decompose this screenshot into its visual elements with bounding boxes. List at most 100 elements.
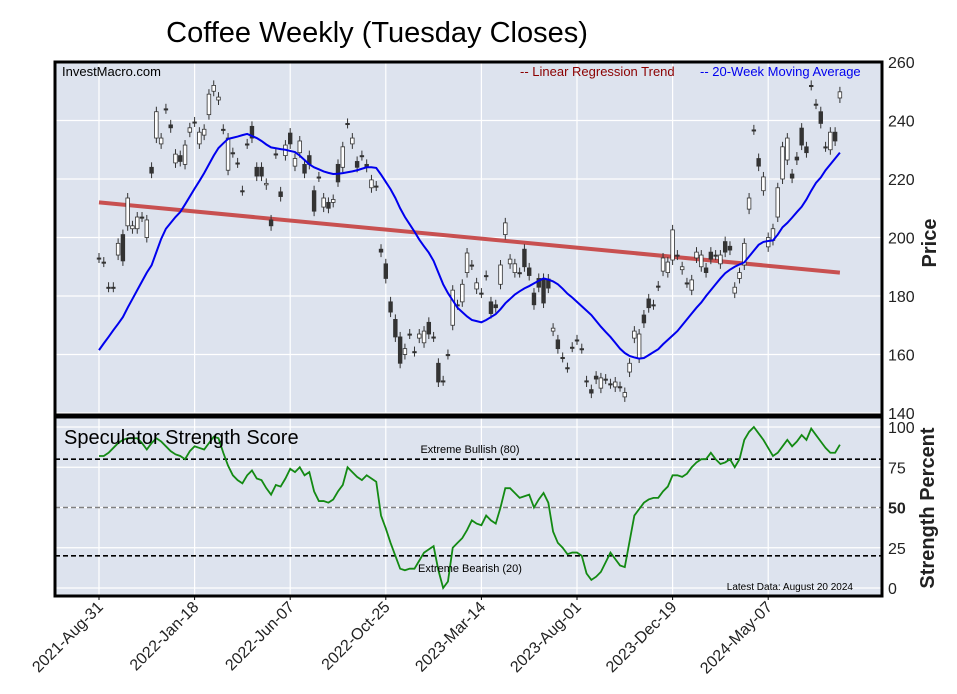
candle-body bbox=[818, 111, 823, 124]
strength-panel-frame bbox=[53, 415, 884, 598]
candle-body bbox=[746, 197, 752, 210]
candle-body bbox=[660, 257, 666, 272]
candle-body bbox=[278, 191, 283, 197]
candle-body bbox=[627, 362, 632, 373]
candle-body bbox=[206, 93, 212, 116]
candle-body bbox=[287, 132, 293, 145]
candle-body bbox=[483, 275, 489, 278]
candle-body bbox=[340, 146, 345, 168]
candle-body bbox=[354, 161, 360, 168]
strength-reference-lines bbox=[55, 458, 882, 557]
regression-trend-line bbox=[98, 200, 841, 275]
candle-body bbox=[670, 229, 675, 261]
candle-body bbox=[617, 386, 623, 389]
strength-line bbox=[99, 425, 841, 591]
strength-axis-ticks: 0 25 50 75 100 bbox=[888, 420, 915, 598]
strength-tick-label: 25 bbox=[888, 541, 906, 558]
candle-body bbox=[550, 327, 556, 332]
candle-body bbox=[756, 158, 761, 167]
candle-body bbox=[507, 258, 513, 265]
candle-body bbox=[718, 254, 723, 265]
extreme-bearish-label: Extreme Bearish (20) bbox=[418, 563, 522, 575]
chart-title: Coffee Weekly (Tuesday Closes) bbox=[166, 17, 588, 49]
price-tick-label: 160 bbox=[888, 348, 915, 365]
candle-body bbox=[785, 137, 790, 161]
candle-body bbox=[775, 187, 780, 218]
candle-body bbox=[823, 146, 828, 149]
date-tick-label: 2022-Jun-07 bbox=[222, 599, 298, 675]
candle-body bbox=[225, 137, 231, 171]
candle-body bbox=[120, 234, 126, 262]
candle-body bbox=[135, 216, 140, 230]
candle-body bbox=[737, 272, 742, 279]
candle-body bbox=[789, 173, 795, 179]
candle-body bbox=[708, 251, 714, 260]
candle-body bbox=[96, 257, 102, 260]
candle-body bbox=[144, 219, 149, 238]
price-axis-ticks: 140 160 180 200 220 240 260 bbox=[888, 55, 915, 423]
candle-body bbox=[235, 162, 240, 165]
candle-body bbox=[388, 301, 393, 313]
candle-body bbox=[417, 333, 422, 339]
candle-body bbox=[450, 289, 455, 326]
price-tick-label: 140 bbox=[888, 406, 915, 423]
candle-body bbox=[311, 190, 317, 212]
candle-body bbox=[397, 336, 403, 364]
date-tick-label: 2023-Aug-01 bbox=[507, 599, 585, 677]
candle-body bbox=[603, 378, 608, 381]
candle-body bbox=[560, 357, 565, 360]
candle-body bbox=[182, 144, 188, 165]
candle-body bbox=[761, 176, 766, 192]
candle-body bbox=[139, 216, 145, 219]
legend-moving-average: -- 20-Week Moving Average bbox=[700, 64, 861, 79]
candle-body bbox=[163, 108, 169, 111]
candle-body bbox=[593, 375, 599, 380]
regression-trend-group bbox=[98, 200, 841, 275]
candle-body bbox=[464, 252, 470, 274]
candle-body bbox=[249, 125, 255, 139]
date-tick-label: 2022-Jan-18 bbox=[127, 599, 203, 675]
price-tick-label: 260 bbox=[888, 55, 915, 72]
candle-body bbox=[345, 123, 350, 126]
candle-body bbox=[493, 304, 498, 309]
candle-body bbox=[665, 261, 671, 274]
candle-body bbox=[832, 131, 838, 142]
moving-average-group bbox=[98, 132, 841, 360]
candle-body bbox=[445, 354, 451, 357]
price-tick-label: 200 bbox=[888, 231, 915, 248]
candle-body bbox=[699, 254, 704, 268]
candle-body bbox=[374, 185, 379, 188]
candle-body bbox=[230, 152, 236, 155]
candle-body bbox=[302, 163, 307, 174]
moving-average-line bbox=[98, 132, 841, 360]
candle-body bbox=[636, 333, 642, 359]
candle-body bbox=[531, 292, 537, 306]
candle-body bbox=[321, 197, 326, 208]
price-tick-label: 240 bbox=[888, 114, 915, 131]
candle-body bbox=[402, 348, 408, 355]
candle-body bbox=[565, 367, 570, 370]
legend-regression: -- Linear Regression Trend bbox=[520, 64, 675, 79]
date-tick-label: 2021-Aug-31 bbox=[29, 599, 107, 677]
candle-body bbox=[598, 377, 604, 389]
candles-group bbox=[96, 80, 843, 402]
candle-body bbox=[412, 351, 417, 354]
strength-axis-title: Strength Percent bbox=[917, 427, 939, 588]
candle-body bbox=[722, 241, 728, 253]
candle-body bbox=[503, 222, 508, 235]
candle-body bbox=[436, 362, 441, 383]
candle-body bbox=[727, 245, 733, 251]
candle-body bbox=[211, 85, 216, 92]
candle-body bbox=[440, 380, 446, 383]
date-tick-label: 2022-Oct-25 bbox=[319, 599, 394, 674]
candle-body bbox=[632, 330, 637, 339]
candle-body bbox=[254, 166, 259, 177]
date-tick-label: 2024-May-07 bbox=[697, 599, 776, 678]
candle-body bbox=[541, 278, 546, 304]
price-axis-title: Price bbox=[919, 219, 941, 268]
latest-data-note: Latest Data: August 20 2024 bbox=[727, 582, 854, 593]
candle-body bbox=[794, 156, 800, 161]
strength-panel-title: Speculator Strength Score bbox=[64, 427, 299, 449]
strength-tick-label: 50 bbox=[888, 501, 906, 518]
